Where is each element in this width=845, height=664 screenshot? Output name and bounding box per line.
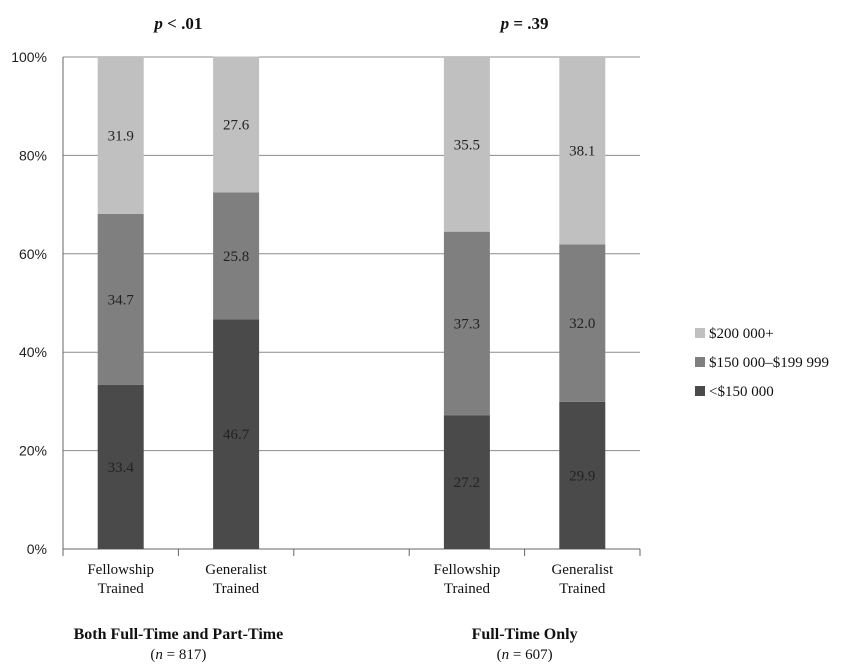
- bar-segment: [443, 231, 490, 416]
- data-label: 46.7: [223, 427, 250, 443]
- bar-segment: [213, 192, 260, 320]
- y-tick-label: 60%: [19, 246, 47, 262]
- legend-swatch: [695, 328, 705, 338]
- bar-segment: [559, 401, 606, 549]
- data-label: 35.5: [454, 137, 480, 153]
- y-tick-label: 80%: [19, 147, 47, 163]
- legend-label: $200 000+: [709, 326, 774, 342]
- legend-label: $150 000–$199 999: [709, 355, 829, 371]
- bar-segment: [97, 384, 144, 549]
- legend-label: <$150 000: [709, 384, 774, 400]
- data-label: 38.1: [569, 144, 595, 160]
- bar-segment: [443, 57, 490, 232]
- category-label: Fellowship: [434, 562, 501, 578]
- bar-segment: [443, 415, 490, 549]
- group-title: Full-Time Only: [472, 626, 578, 643]
- p-value: p < .01: [152, 14, 202, 33]
- data-label: 27.6: [223, 117, 250, 133]
- y-tick-label: 100%: [11, 49, 47, 65]
- bar-segment: [559, 57, 606, 245]
- y-tick-label: 40%: [19, 344, 47, 360]
- legend-swatch: [695, 386, 705, 396]
- bar-segment: [559, 244, 606, 402]
- category-label: Trained: [444, 581, 491, 597]
- group-title: Both Full-Time and Part-Time: [74, 626, 284, 643]
- category-label: Trained: [559, 581, 606, 597]
- group-n: (n = 607): [497, 647, 553, 663]
- p-value: p = .39: [499, 14, 549, 33]
- group-n: (n = 817): [150, 647, 206, 663]
- bar-segment: [97, 57, 144, 214]
- data-label: 33.4: [108, 460, 135, 476]
- category-label: Generalist: [551, 562, 613, 578]
- y-tick-label: 20%: [19, 443, 47, 459]
- category-label: Trained: [213, 581, 260, 597]
- data-label: 34.7: [108, 292, 135, 308]
- data-label: 29.9: [569, 468, 595, 484]
- category-label: Fellowship: [87, 562, 154, 578]
- data-label: 25.8: [223, 249, 249, 265]
- data-label: 37.3: [454, 316, 480, 332]
- data-label: 32.0: [569, 316, 595, 332]
- bar-segment: [213, 56, 260, 193]
- data-label: 31.9: [108, 128, 134, 144]
- y-tick-label: 0%: [27, 541, 47, 557]
- category-label: Trained: [98, 581, 145, 597]
- data-label: 27.2: [454, 475, 480, 491]
- bar-segment: [97, 213, 144, 385]
- category-label: Generalist: [205, 562, 267, 578]
- bar-segment: [213, 319, 260, 549]
- legend-swatch: [695, 357, 705, 367]
